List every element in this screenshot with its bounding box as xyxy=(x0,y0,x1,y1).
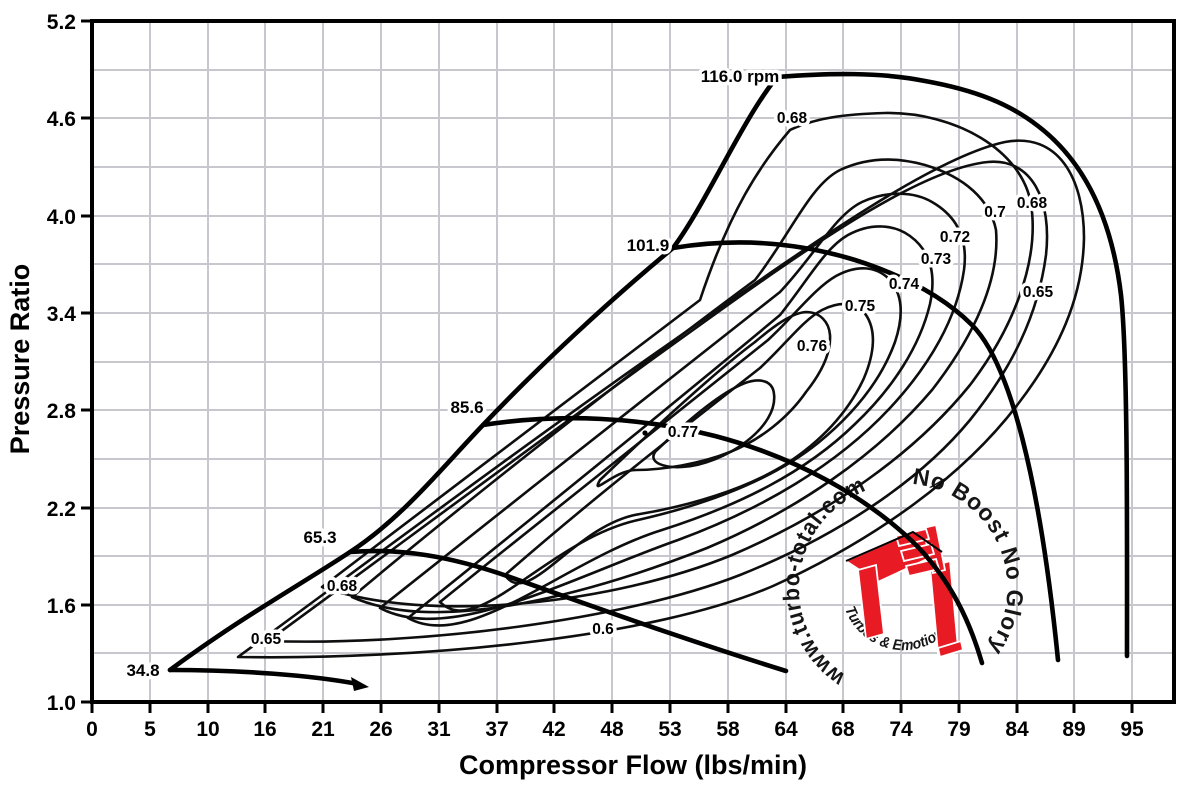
efficiency-contour-0.75 xyxy=(503,302,875,585)
speed-label-34.8: 34.8 xyxy=(126,661,159,680)
turbo-total-logo xyxy=(936,639,965,659)
efficiency-contours xyxy=(236,111,1086,659)
speed-label-65.3: 65.3 xyxy=(303,528,336,547)
curve-labels: 0.6 0.65 0.65 0.68 0.68 0.68 0.7 0.72 0.730.74 0.… xyxy=(123,64,1057,684)
x-tick-label: 79 xyxy=(947,718,970,741)
y-tick-label: 3.4 xyxy=(47,303,77,326)
y-tick-label: 2.8 xyxy=(47,400,77,423)
efficiency-label-0.76: 0.76 xyxy=(797,338,828,355)
speed-label-85.6: 85.6 xyxy=(450,398,483,417)
x-tick-label: 58 xyxy=(716,718,740,741)
x-axis-title: Compressor Flow (lbs/min) xyxy=(458,750,808,780)
speed-line-arrowhead xyxy=(351,677,369,691)
y-tick-label: 4.6 xyxy=(47,108,76,131)
speed-line-85.6 xyxy=(480,415,985,666)
efficiency-label-0.68: 0.68 xyxy=(777,110,808,127)
efficiency-contour-0.77 xyxy=(652,379,776,469)
watermark: www.turbo-total.com Nø Boost No GloryTurb… xyxy=(778,463,1028,693)
speed-line-65.3 xyxy=(347,548,789,674)
x-tick-label: 74 xyxy=(889,718,913,741)
x-tick-label: 84 xyxy=(1005,718,1029,741)
efficiency-label-0.65: 0.65 xyxy=(251,631,282,648)
x-tick-label: 68 xyxy=(831,718,855,741)
surge-line xyxy=(167,74,780,673)
efficiency-label-0.68: 0.68 xyxy=(1017,195,1048,212)
plot-frame xyxy=(90,19,1176,704)
efficiency-label-0.74: 0.74 xyxy=(889,276,920,293)
axes: 0 5 10 16 21 26 31 37 42 48 53 58 64 68 74 79 84 89 95 5.2 4… xyxy=(47,11,1144,741)
x-tick-label: 37 xyxy=(485,718,508,741)
y-axis-title: Pressure Ratio xyxy=(5,263,35,455)
efficiency-contour-0.72 xyxy=(378,192,967,621)
x-tick-label: 89 xyxy=(1062,718,1085,741)
x-tick-label: 5 xyxy=(144,718,156,741)
x-tick-label: 64 xyxy=(774,718,798,741)
logo-edge xyxy=(845,530,943,562)
speed-line-101.9 xyxy=(670,240,1061,663)
efficiency-contour-0.6 xyxy=(236,139,1086,659)
speed-lines xyxy=(167,71,1130,691)
turbo-total-logo xyxy=(899,542,936,563)
x-tick-label: 53 xyxy=(658,718,681,741)
x-tick-label: 21 xyxy=(311,718,335,741)
x-tick-label: 31 xyxy=(427,718,451,741)
speed-line-116.0 xyxy=(774,71,1130,659)
efficiency-contour-0.7 xyxy=(350,158,998,614)
x-tick-label: 10 xyxy=(196,718,219,741)
efficiency-label-0.73: 0.73 xyxy=(921,251,952,268)
efficiency-contour-0.74 xyxy=(438,267,903,612)
efficiency-label-0.6: 0.6 xyxy=(592,621,614,638)
speed-label-116.0: 116.0 rpm xyxy=(701,67,779,86)
y-tick-label: 1.6 xyxy=(47,595,76,618)
efficiency-label-0.77: 0.77 xyxy=(668,424,698,441)
x-tick-label: 0 xyxy=(86,718,98,741)
x-tick-label: 42 xyxy=(542,718,565,741)
y-tick-label: 4.0 xyxy=(47,206,76,229)
speed-line-34.8 xyxy=(167,667,361,687)
efficiency-label-0.72: 0.72 xyxy=(940,229,970,246)
efficiency-label-0.68: 0.68 xyxy=(327,578,358,595)
efficiency-label-0.7: 0.7 xyxy=(984,204,1006,221)
efficiency-contour-0.68 xyxy=(320,111,1034,608)
x-tick-label: 26 xyxy=(369,718,392,741)
efficiency-contour-0.76 xyxy=(596,310,832,488)
turbo-total-logo xyxy=(857,563,885,641)
x-tick-label: 48 xyxy=(600,718,624,741)
speed-label-101.9: 101.9 xyxy=(627,236,670,255)
y-tick-label: 2.2 xyxy=(47,498,76,521)
efficiency-contour-0.73 xyxy=(406,225,934,627)
turbo-total-logo xyxy=(894,527,931,548)
y-tick-label: 1.0 xyxy=(47,692,76,715)
map-center-dot xyxy=(642,430,648,436)
efficiency-label-0.65: 0.65 xyxy=(1023,284,1054,301)
efficiency-label-0.75: 0.75 xyxy=(845,298,876,315)
x-tick-label: 95 xyxy=(1120,718,1144,741)
x-tick-label: 16 xyxy=(253,718,276,741)
y-tick-label: 5.2 xyxy=(47,11,76,34)
